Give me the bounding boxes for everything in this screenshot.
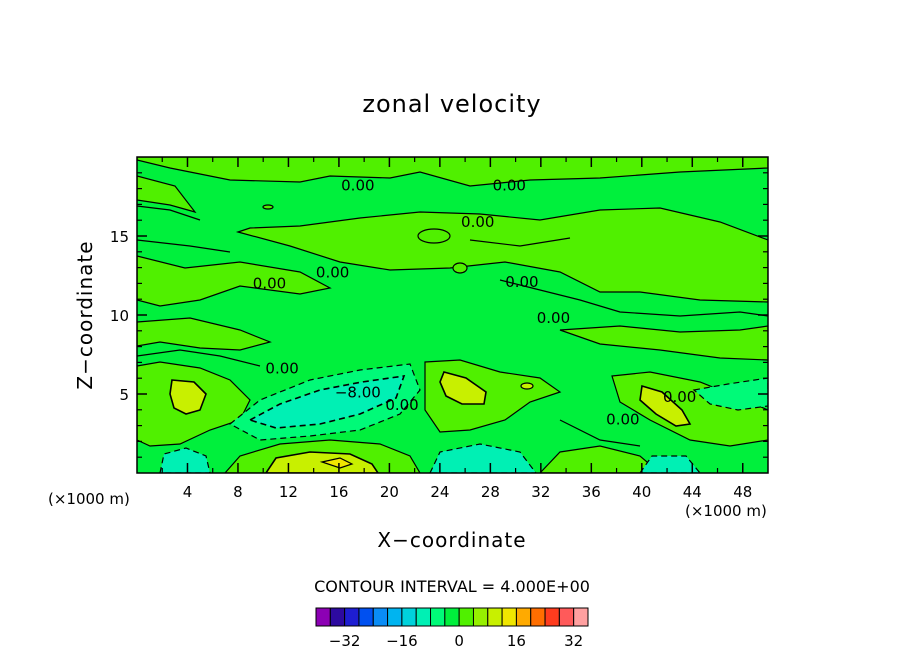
contour-label: 0.00 <box>341 176 374 194</box>
small-island-2 <box>452 262 468 274</box>
band-mid-upper <box>235 207 768 303</box>
colorbar-swatch <box>544 607 560 627</box>
x-axis: 4 8 12 16 20 24 28 32 36 40 44 48 <box>161 157 752 501</box>
colorbar-swatch <box>430 607 446 627</box>
neg-bottom-mid <box>429 443 537 473</box>
colorbar-tick-label: −16 <box>386 632 418 650</box>
colorbar-swatch <box>515 607 532 627</box>
y-axis: 5 10 15 <box>110 172 768 458</box>
contour-label: 0.00 <box>253 274 286 292</box>
contour-label: 0.00 <box>385 396 418 414</box>
contour-label: 0.00 <box>537 309 570 327</box>
colorbar-swatch <box>358 607 374 627</box>
x-tick-label: 20 <box>380 483 399 501</box>
contour-line-1 <box>137 205 571 253</box>
small-island-1 <box>417 228 451 244</box>
core-mid <box>439 371 487 405</box>
contour-line-3 <box>137 349 641 447</box>
band-bottom-right <box>539 445 661 473</box>
small-island-4 <box>520 382 534 390</box>
contour-label: −8.00 <box>335 383 381 401</box>
contour-label: 0.00 <box>663 388 696 406</box>
colorbar-tick-label: 16 <box>507 632 526 650</box>
x-tick-label: 24 <box>430 483 449 501</box>
chart-title: zonal velocity <box>362 90 541 118</box>
x-unit-left: (×1000 m) <box>48 490 130 508</box>
x-tick-label: 8 <box>233 483 243 501</box>
colorbar-tick-labels: −32 −16 0 16 32 <box>329 632 583 650</box>
contour-field <box>137 157 768 473</box>
colorbar-swatch <box>344 607 360 627</box>
band-right-9 <box>559 325 768 361</box>
neg-bottom-left <box>159 447 211 473</box>
colorbar-swatch <box>573 607 589 627</box>
x-tick-label: 12 <box>279 483 298 501</box>
contour-label: 0.00 <box>505 273 538 291</box>
x-unit-right: (×1000 m) <box>685 502 767 520</box>
contour-label: 0.00 <box>493 176 526 194</box>
contour-interval-text: CONTOUR INTERVAL = 4.000E+00 <box>314 577 590 596</box>
y-tick-label: 15 <box>110 228 129 246</box>
x-tick-label: 36 <box>582 483 601 501</box>
x-tick-label: 16 <box>329 483 348 501</box>
contour-label: 0.00 <box>316 263 349 281</box>
colorbar-swatch <box>372 607 389 627</box>
x-tick-label: 4 <box>183 483 193 501</box>
band-left-12 <box>137 255 332 307</box>
small-island-3 <box>262 204 274 210</box>
colorbar-swatch <box>387 607 403 627</box>
colorbar-swatch <box>487 607 503 627</box>
contour-line-2 <box>499 279 768 317</box>
colorbar-swatch <box>472 607 489 627</box>
colorbar-swatch <box>558 607 575 627</box>
band-left-9 <box>137 317 272 351</box>
core-right <box>639 384 692 427</box>
core-left <box>169 379 207 415</box>
x-axis-label: X−coordinate <box>377 528 526 552</box>
band-left-mid <box>137 175 197 214</box>
colorbar-swatch <box>530 607 546 627</box>
y-tick-label: 10 <box>110 307 129 325</box>
core-bottom-inner <box>319 457 354 469</box>
colorbar-swatch <box>315 607 331 627</box>
colorbar-swatch <box>415 607 432 627</box>
colorbar-tick-label: 32 <box>564 632 583 650</box>
y-tick-label: 5 <box>119 386 129 404</box>
band-upper-left <box>137 157 768 187</box>
x-tick-label: 40 <box>632 483 651 501</box>
x-tick-label: 28 <box>481 483 500 501</box>
contour-label: 0.00 <box>606 410 639 428</box>
neg-right <box>692 377 768 411</box>
x-tick-label: 44 <box>683 483 702 501</box>
colorbar-tick-label: 0 <box>454 632 464 650</box>
colorbar-swatch <box>458 607 474 627</box>
neg-bottom-right <box>639 455 701 473</box>
x-tick-label: 32 <box>531 483 550 501</box>
colorbar-tick-label: −32 <box>329 632 361 650</box>
colorbar-swatch <box>444 607 460 627</box>
contour-label: 0.00 <box>265 360 298 378</box>
colorbar-swatch <box>329 607 346 627</box>
colorbar-swatch <box>501 607 517 627</box>
neg-left-core <box>247 375 406 429</box>
colorbar <box>315 607 589 627</box>
y-axis-label: Z−coordinate <box>73 240 97 389</box>
colorbar-swatch <box>401 607 417 627</box>
x-tick-label: 48 <box>733 483 752 501</box>
contour-label: 0.00 <box>461 213 494 231</box>
contour-labels: 0.00 0.000.000.000.00 0.000.000.00−8.000.0… <box>253 176 697 428</box>
